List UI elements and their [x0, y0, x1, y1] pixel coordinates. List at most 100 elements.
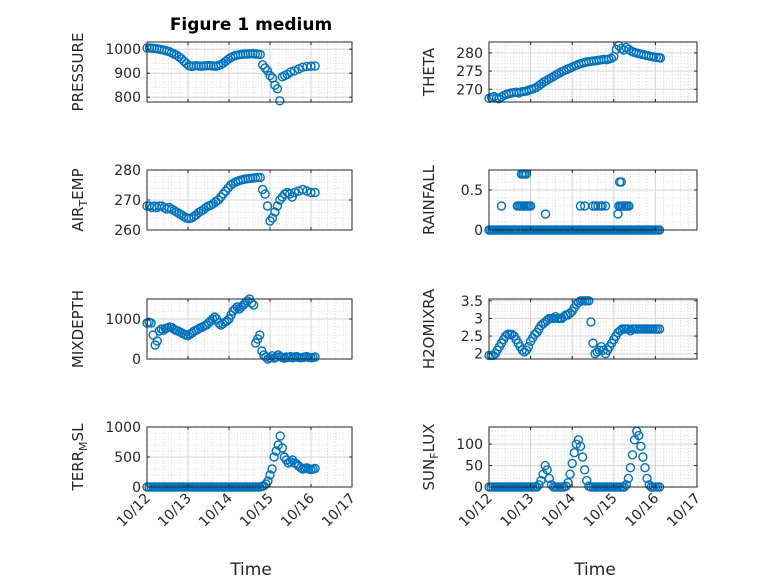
data-point: [584, 296, 594, 306]
data-point: [624, 201, 634, 211]
data-point: [579, 465, 590, 475]
data-point: [627, 450, 638, 460]
data-point: [260, 63, 270, 73]
data-point: [588, 338, 598, 348]
x-axis-label-left: Time: [229, 560, 272, 580]
y-tick-label: 275: [456, 64, 483, 80]
axes-box: [488, 169, 698, 231]
axes-box: [488, 426, 698, 488]
data-point: [223, 54, 233, 64]
x-tick-label: 10/15: [581, 491, 621, 531]
x-tick-label: 10/16: [278, 490, 318, 530]
y-tick-label: 2.5: [461, 329, 483, 345]
axes-box: [488, 41, 698, 103]
data-point: [525, 201, 536, 211]
data-point: [544, 473, 555, 484]
axes-box: [488, 298, 698, 360]
data-point: [640, 463, 650, 473]
data-point: [218, 189, 228, 199]
data-point: [265, 70, 275, 81]
subplot-row2-left: 260 270 280 AIRTEMP: [69, 163, 353, 239]
data-point: [232, 302, 242, 312]
y-tick-label: 3.5: [461, 294, 483, 310]
y-axis-label: RAINFALL: [420, 164, 438, 235]
data-point: [275, 96, 285, 106]
data-point: [306, 187, 316, 198]
data-point: [586, 317, 596, 327]
plot-area: [489, 170, 697, 230]
x-axis-label-right: Time: [573, 560, 616, 580]
figure-title: Figure 1 medium: [170, 15, 332, 35]
data-point: [176, 54, 187, 64]
plot-area: [489, 42, 697, 102]
data-point: [536, 475, 546, 486]
data-point: [624, 44, 634, 54]
data-point: [623, 473, 634, 484]
data-point: [575, 201, 586, 211]
y-tick-label: 0: [474, 223, 483, 239]
y-tick-label: 280: [114, 163, 141, 179]
x-tick-label: 10/13: [498, 491, 538, 531]
y-tick-label: 3: [474, 311, 483, 327]
data-point: [230, 304, 240, 314]
data-point: [216, 192, 226, 202]
data-point: [654, 324, 665, 334]
data-point: [310, 61, 320, 71]
subplot-bottom-left: 10/12 10/13 10/14 10/15 10/16 10/17 0 500 1000 TE…: [69, 420, 359, 530]
data-point: [567, 458, 577, 469]
y-tick-label: 2: [474, 347, 483, 363]
data-point: [294, 64, 304, 74]
data-point: [269, 452, 279, 462]
data-point: [600, 201, 611, 211]
data-point: [289, 187, 300, 198]
data-point: [569, 448, 579, 458]
data-point: [542, 465, 552, 475]
subplot-top-left: 800 900 1000 PRESSURE: [69, 33, 353, 111]
data-point: [277, 443, 287, 453]
y-tick-label: 100: [456, 437, 483, 453]
data-point: [287, 192, 297, 202]
y-axis-label: MIXDEPTH: [69, 290, 87, 368]
data-point: [260, 189, 270, 199]
data-point: [298, 184, 308, 195]
subplot-row2-right: 0 0.5 RAINFALL: [420, 164, 698, 239]
data-point: [625, 463, 636, 473]
y-tick-label: 0: [132, 480, 141, 496]
x-tick-label: 10/12: [114, 491, 154, 531]
data-point: [577, 452, 588, 462]
data-point: [565, 469, 575, 479]
data-point: [270, 207, 280, 217]
data-point: [642, 473, 652, 484]
data-point: [221, 186, 231, 196]
subplot-row3-left: 0 1000 MIXDEPTH: [69, 290, 353, 368]
plot-area: [489, 427, 697, 487]
data-point: [265, 353, 275, 363]
y-tick-label: 50: [465, 459, 483, 475]
x-tick-label: 10/14: [196, 490, 236, 530]
data-point: [306, 61, 316, 71]
y-tick-label: 900: [114, 66, 141, 82]
y-tick-label: 1000: [105, 42, 141, 58]
subplot-bottom-right: 10/12 10/13 10/14 10/15 10/16 10/17 0 50 100 SUNF…: [420, 424, 704, 531]
x-tick-label: 10/16: [622, 490, 662, 530]
y-tick-label: 0: [132, 352, 141, 368]
data-point: [267, 464, 277, 474]
data-point: [638, 452, 648, 462]
x-tick-label: 10/14: [539, 490, 579, 530]
data-point: [542, 315, 552, 325]
data-point: [275, 431, 285, 441]
x-tick-label: 10/17: [319, 491, 359, 531]
y-axis-label: TERRMSL: [69, 423, 90, 492]
y-tick-label: 260: [114, 223, 141, 239]
data-series: [484, 40, 666, 104]
data-point: [262, 66, 273, 76]
x-tick-label: 10/17: [664, 491, 704, 531]
data-point: [606, 53, 617, 64]
data-point: [257, 184, 268, 195]
data-point: [285, 67, 296, 77]
y-tick-label: 500: [114, 450, 141, 466]
data-point: [255, 49, 265, 60]
y-tick-label: 800: [114, 90, 141, 106]
